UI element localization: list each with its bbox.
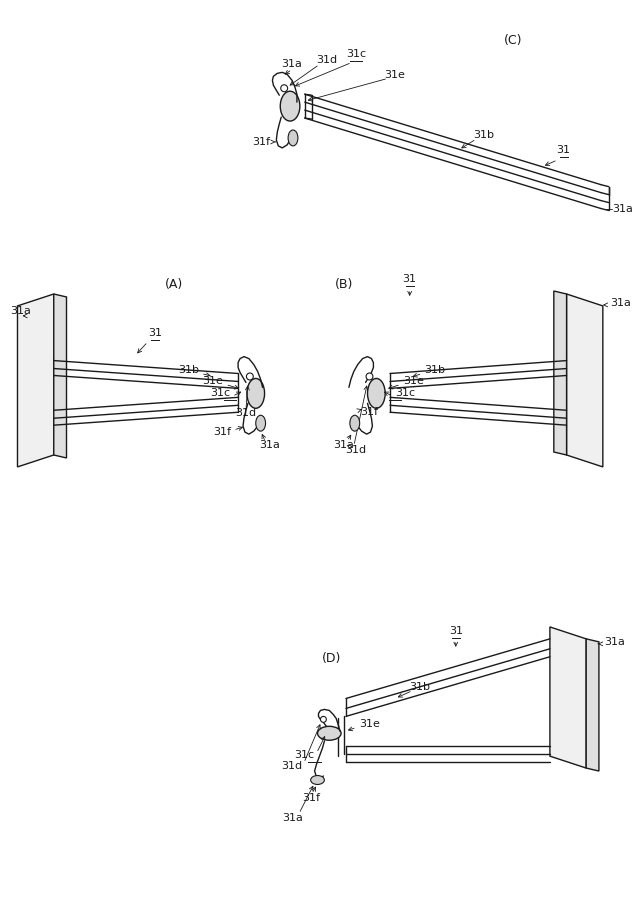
Text: 31c: 31c xyxy=(346,49,366,59)
Ellipse shape xyxy=(247,379,264,409)
Ellipse shape xyxy=(317,726,341,740)
Circle shape xyxy=(281,84,287,92)
Text: 31a: 31a xyxy=(612,203,634,213)
Text: 31: 31 xyxy=(449,626,463,636)
Text: 31b: 31b xyxy=(409,682,430,692)
Text: (B): (B) xyxy=(335,278,353,291)
Text: 31a: 31a xyxy=(333,440,355,450)
Text: (D): (D) xyxy=(321,652,341,666)
Text: 31c: 31c xyxy=(395,389,415,399)
Polygon shape xyxy=(554,291,566,455)
Ellipse shape xyxy=(256,415,266,431)
Text: 31d: 31d xyxy=(345,445,366,455)
Text: (C): (C) xyxy=(504,34,522,47)
Text: 31c: 31c xyxy=(210,389,230,399)
Text: 31d: 31d xyxy=(281,761,302,771)
Polygon shape xyxy=(550,627,586,768)
Text: 31a: 31a xyxy=(604,637,625,646)
Ellipse shape xyxy=(367,379,385,409)
Polygon shape xyxy=(54,294,67,458)
Polygon shape xyxy=(17,294,54,467)
Text: 31a: 31a xyxy=(282,59,303,69)
Text: 31d: 31d xyxy=(316,55,337,65)
Text: 31d: 31d xyxy=(236,409,257,419)
Text: 31e: 31e xyxy=(385,70,405,80)
Text: 31f: 31f xyxy=(252,137,271,147)
Text: (A): (A) xyxy=(165,278,184,291)
Text: 31b: 31b xyxy=(473,130,493,140)
Polygon shape xyxy=(566,294,603,467)
Polygon shape xyxy=(586,639,599,771)
Ellipse shape xyxy=(280,91,300,121)
Text: 31f: 31f xyxy=(361,408,379,418)
Text: 31: 31 xyxy=(403,274,417,284)
Text: 31e: 31e xyxy=(358,719,380,729)
Text: 31: 31 xyxy=(148,328,162,338)
Text: 31f: 31f xyxy=(213,427,231,437)
Text: 31b: 31b xyxy=(178,364,199,374)
Circle shape xyxy=(366,373,373,380)
Text: 31a: 31a xyxy=(283,813,303,823)
Circle shape xyxy=(321,716,326,723)
Text: 31a: 31a xyxy=(611,298,632,308)
Text: 31f: 31f xyxy=(303,793,321,803)
Text: 31: 31 xyxy=(557,145,571,155)
Text: 31a: 31a xyxy=(259,440,280,450)
Text: 31b: 31b xyxy=(424,364,445,374)
Text: 31e: 31e xyxy=(403,377,424,387)
Text: 31e: 31e xyxy=(202,377,223,387)
Text: 31a: 31a xyxy=(11,306,31,316)
Circle shape xyxy=(246,373,253,380)
Ellipse shape xyxy=(350,415,360,431)
Text: 31c: 31c xyxy=(294,750,315,760)
Ellipse shape xyxy=(310,775,324,785)
Ellipse shape xyxy=(288,130,298,146)
